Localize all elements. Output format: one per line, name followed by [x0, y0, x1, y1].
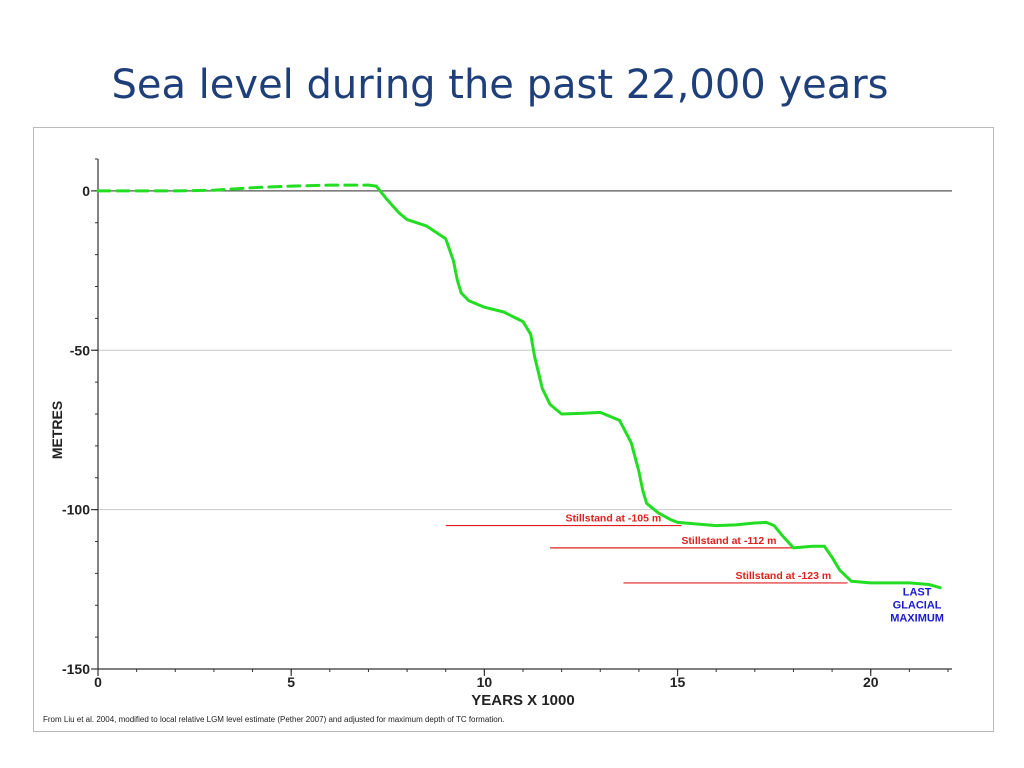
slide-title: Sea level during the past 22,000 years [111, 62, 889, 108]
x-axis-label: YEARS X 1000 [471, 692, 574, 709]
y-tick-label: -100 [62, 502, 90, 518]
grid-layer [98, 190, 952, 511]
x-tick-label: 15 [670, 674, 686, 690]
y-tick-label: 0 [82, 183, 90, 199]
sea-level-curve [367, 183, 942, 590]
stillstand-label: Stillstand at -123 m [736, 570, 832, 582]
y-axis-label: METRES [49, 401, 65, 459]
lgm-label-line: MAXIMUM [890, 613, 944, 625]
lgm-label-line: LAST [903, 587, 932, 599]
stillstand-label: Stillstand at -112 m [681, 535, 776, 547]
x-tick-label: 10 [477, 674, 493, 690]
x-tick-label: 5 [287, 674, 295, 690]
y-tick-label: -50 [70, 342, 90, 358]
x-tick-label: 20 [863, 674, 879, 690]
stillstand-layer: Stillstand at -105 m Stillstand at -112 m… [445, 513, 848, 584]
x-tick-label: 0 [94, 674, 102, 690]
sea-level-curve-dashed [96, 183, 370, 193]
source-note: From Liu et al. 2004, modified to local … [43, 715, 505, 724]
chart-frame [33, 127, 994, 732]
y-tick-label: -150 [62, 661, 90, 677]
stillstand-label: Stillstand at -105 m [566, 513, 662, 525]
lgm-label-line: GLACIAL [893, 600, 942, 612]
series-layer [96, 183, 942, 590]
